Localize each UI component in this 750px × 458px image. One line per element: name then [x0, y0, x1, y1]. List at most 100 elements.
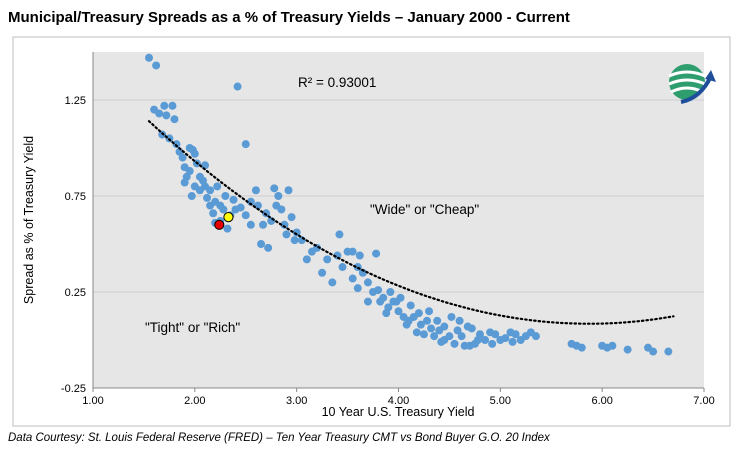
data-point: [246, 197, 255, 206]
data-point: [416, 320, 425, 329]
data-point: [236, 203, 245, 212]
data-point: [430, 332, 439, 341]
data-point: [445, 332, 454, 341]
data-point: [328, 278, 337, 287]
data-point: [178, 153, 187, 162]
data-point: [323, 255, 332, 264]
data-point: [455, 316, 464, 325]
y-tick-label: 1.25: [65, 95, 86, 107]
chart-title: Municipal/Treasury Spreads as a % of Tre…: [8, 9, 570, 26]
data-point: [280, 220, 289, 229]
data-point: [170, 115, 179, 124]
x-tick-label: 3.00: [286, 395, 307, 407]
x-tick-label: 1.00: [82, 395, 103, 407]
data-point: [440, 322, 449, 331]
data-point: [348, 247, 357, 256]
globe-arrow-logo: [668, 64, 716, 104]
y-tick-label: 0.75: [65, 191, 86, 203]
data-point: [374, 286, 383, 295]
data-point: [414, 309, 423, 318]
data-point: [649, 347, 658, 356]
data-point: [302, 255, 311, 264]
data-point: [338, 263, 347, 272]
data-point: [282, 230, 291, 239]
data-point: [491, 330, 500, 339]
x-tick-label: 7.00: [693, 395, 714, 407]
data-point: [297, 236, 306, 245]
data-point: [229, 195, 238, 204]
data-point: [277, 205, 286, 214]
data-point: [453, 326, 462, 335]
data-point: [213, 182, 222, 191]
data-point: [241, 140, 250, 149]
data-point: [508, 337, 517, 346]
data-point: [384, 303, 393, 312]
y-axis-title: Spread as % of Treasury Yield: [22, 136, 36, 304]
y-tick-label: 0.25: [65, 287, 86, 299]
data-point: [608, 341, 617, 350]
data-point: [219, 205, 228, 214]
x-tick-label: 4.00: [388, 395, 409, 407]
data-point: [481, 336, 490, 344]
data-point: [386, 288, 395, 296]
data-point: [531, 332, 540, 341]
data-point: [187, 192, 196, 200]
data-point: [467, 324, 476, 333]
data-point: [363, 278, 372, 287]
data-point: [259, 220, 268, 229]
data-point: [270, 184, 279, 193]
data-point: [355, 251, 364, 260]
x-tick-label: 5.00: [490, 395, 511, 407]
data-point: [152, 61, 161, 70]
data-point: [394, 307, 403, 316]
data-point: [501, 334, 510, 343]
highlight-layer: [214, 212, 234, 230]
data-point: [335, 230, 344, 239]
data-point: [427, 324, 436, 333]
data-point: [253, 201, 262, 210]
data-point: [262, 209, 271, 218]
data-point: [264, 243, 273, 252]
trendline: [147, 120, 675, 325]
data-point: [447, 312, 456, 321]
data-point: [246, 220, 255, 229]
highlight-point-red: [214, 219, 225, 230]
data-point: [190, 149, 199, 158]
data-point: [233, 82, 242, 91]
data-point: [412, 328, 421, 337]
data-point: [488, 339, 497, 348]
data-point: [221, 192, 230, 200]
data-point: [475, 330, 484, 339]
data-point: [358, 268, 367, 277]
data-point: [433, 316, 442, 325]
data-point: [623, 345, 632, 354]
footnote: Data Courtesy: St. Louis Federal Reserve…: [8, 432, 550, 444]
data-point: [287, 213, 296, 222]
data-point: [419, 330, 428, 339]
data-point: [372, 249, 381, 258]
data-point: [172, 140, 181, 149]
data-point: [185, 167, 194, 176]
data-point: [241, 211, 250, 220]
data-point: [223, 224, 232, 233]
data-point: [457, 332, 466, 341]
axis-layer: -0.25 0.25 0.75 1.25 1.00 2.00 3.00 4.00 5.00 6.0…: [61, 52, 715, 407]
data-point: [348, 274, 357, 283]
data-point: [206, 186, 215, 195]
highlight-point-yellow: [223, 212, 234, 223]
data-point: [577, 343, 586, 352]
data-point: [145, 53, 154, 62]
annotation-wide-cheap: "Wide" or "Cheap": [370, 202, 479, 217]
data-point: [664, 347, 673, 356]
data-point: [292, 228, 301, 237]
data-point: [353, 284, 362, 293]
data-point: [290, 236, 299, 245]
data-point: [160, 101, 169, 110]
data-point: [168, 101, 177, 110]
x-tick-label: 6.00: [591, 395, 612, 407]
x-tick-label: 2.00: [184, 395, 205, 407]
y-tick-label: -0.25: [61, 383, 86, 395]
data-point: [511, 330, 520, 339]
data-point: [274, 192, 283, 200]
